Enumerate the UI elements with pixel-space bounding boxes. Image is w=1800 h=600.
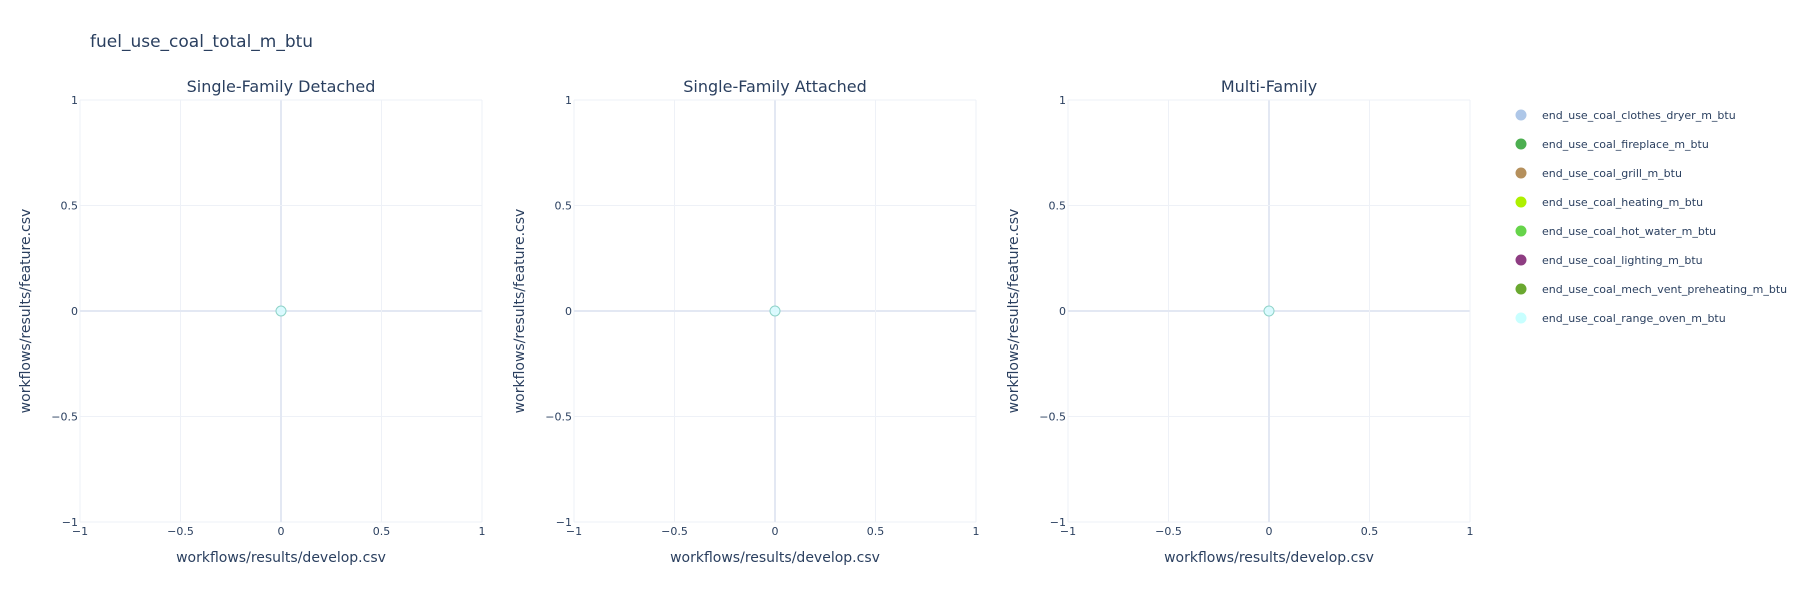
legend-item-label: end_use_coal_hot_water_m_btu (1542, 225, 1716, 238)
legend-marker (1515, 167, 1527, 179)
y-tick-label: 0.5 (61, 200, 79, 213)
y-axis-title: workflows/results/feature.csv (512, 209, 528, 414)
x-axis-title: workflows/results/develop.csv (1164, 550, 1374, 566)
x-tick-label: −1 (72, 525, 88, 538)
subplot-title: Multi-Family (1221, 77, 1317, 96)
y-axis-title: workflows/results/feature.csv (1006, 209, 1022, 414)
x-tick-label: −1 (1060, 525, 1076, 538)
legend-marker (1515, 283, 1527, 295)
y-tick-label: 1 (1059, 94, 1066, 107)
y-tick-label: −0.5 (545, 411, 572, 424)
y-tick-label: −1 (556, 516, 572, 529)
subplot-title: Single-Family Detached (187, 77, 376, 96)
y-tick-label: 0.5 (555, 200, 573, 213)
y-tick-label: −0.5 (1039, 411, 1066, 424)
y-tick-label: 0 (565, 305, 572, 318)
y-tick-label: 1 (565, 94, 572, 107)
legend-item-label: end_use_coal_heating_m_btu (1542, 196, 1703, 209)
figure-title: fuel_use_coal_total_m_btu (90, 32, 314, 52)
legend-item-label: end_use_coal_mech_vent_preheating_m_btu (1542, 283, 1787, 296)
y-tick-label: 1 (71, 94, 78, 107)
y-tick-label: 0 (71, 305, 78, 318)
legend-marker (1515, 312, 1527, 324)
x-tick-label: −0.5 (1155, 525, 1182, 538)
legend-item-label: end_use_coal_grill_m_btu (1542, 167, 1682, 180)
x-tick-label: 0 (1266, 525, 1273, 538)
x-tick-label: 0.5 (867, 525, 885, 538)
x-tick-label: 0 (278, 525, 285, 538)
data-point (769, 305, 781, 317)
legend-marker (1515, 196, 1527, 208)
x-tick-label: 0.5 (373, 525, 391, 538)
legend-item-label: end_use_coal_range_oven_m_btu (1542, 312, 1726, 325)
y-axis-title: workflows/results/feature.csv (18, 209, 34, 414)
subplot-title: Single-Family Attached (683, 77, 866, 96)
x-tick-label: −1 (566, 525, 582, 538)
legend-marker (1515, 254, 1527, 266)
x-tick-label: 0.5 (1361, 525, 1379, 538)
y-tick-label: 0 (1059, 305, 1066, 318)
x-axis-title: workflows/results/develop.csv (670, 550, 880, 566)
legend-item-label: end_use_coal_fireplace_m_btu (1542, 138, 1709, 151)
x-tick-label: −0.5 (661, 525, 688, 538)
y-tick-label: −0.5 (51, 411, 78, 424)
x-tick-label: 0 (772, 525, 779, 538)
x-tick-label: −0.5 (167, 525, 194, 538)
x-tick-label: 1 (479, 525, 486, 538)
x-tick-label: 1 (973, 525, 980, 538)
y-tick-label: −1 (62, 516, 78, 529)
legend-item-label: end_use_coal_lighting_m_btu (1542, 254, 1703, 267)
x-axis-title: workflows/results/develop.csv (176, 550, 386, 566)
y-tick-label: −1 (1050, 516, 1066, 529)
x-tick-label: 1 (1467, 525, 1474, 538)
data-point (1263, 305, 1275, 317)
legend-marker (1515, 109, 1527, 121)
legend-item-label: end_use_coal_clothes_dryer_m_btu (1542, 109, 1736, 122)
y-tick-label: 0.5 (1049, 200, 1067, 213)
legend-marker (1515, 138, 1527, 150)
legend-marker (1515, 225, 1527, 237)
data-point (275, 305, 287, 317)
